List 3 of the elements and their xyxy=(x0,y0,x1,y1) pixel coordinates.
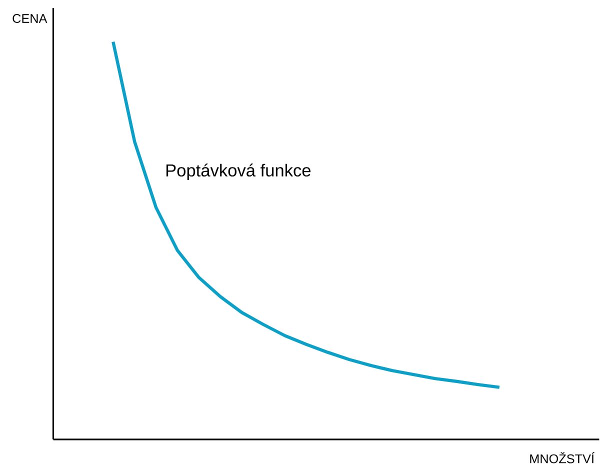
y-axis-title: CENA xyxy=(12,14,48,24)
series-label: Poptávková funkce xyxy=(166,164,311,180)
x-axis-title: MNOŽSTVÍ xyxy=(530,452,594,464)
